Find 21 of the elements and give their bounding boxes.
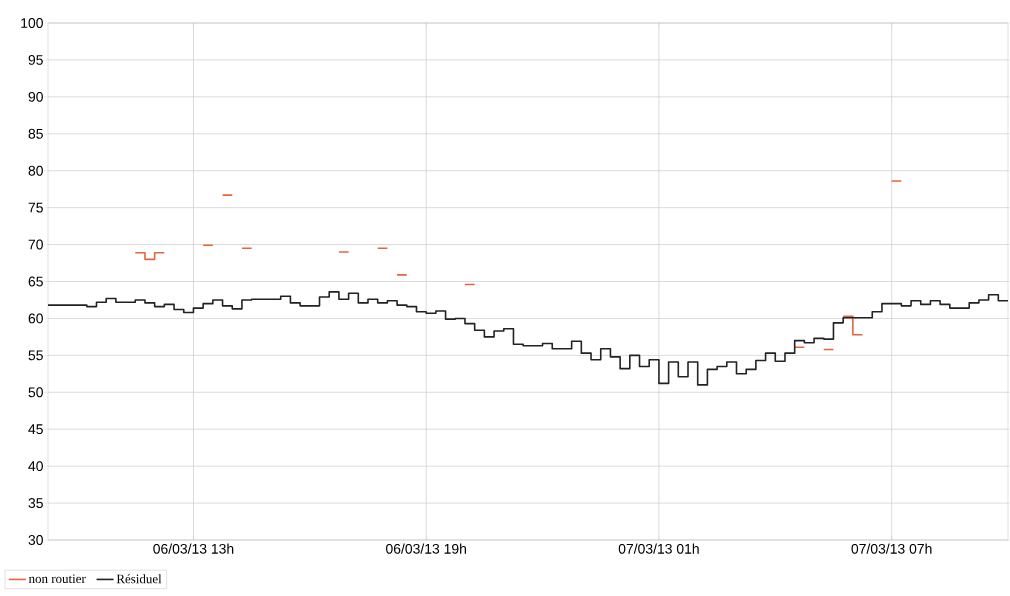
x-tick-label: 07/03/13 01h xyxy=(618,543,699,554)
y-tick-label: 40 xyxy=(28,461,43,472)
y-tick-label: 35 xyxy=(28,498,43,509)
y-tick-label: 65 xyxy=(28,276,43,287)
y-tick-label: 45 xyxy=(28,424,43,435)
x-tick-label: 06/03/13 19h xyxy=(386,543,466,554)
y-tick-label: 90 xyxy=(28,91,43,102)
y-tick-label: 70 xyxy=(28,239,43,250)
y-tick-label: 100 xyxy=(21,18,43,28)
y-tick-label: 60 xyxy=(28,313,43,324)
legend-label: Résiduel xyxy=(116,574,162,584)
legend-label: non routier xyxy=(28,574,86,584)
y-tick-label: 80 xyxy=(28,165,43,176)
y-tick-label: 50 xyxy=(28,387,43,398)
y-tick-label: 30 xyxy=(28,535,43,545)
x-tick-label: 06/03/13 13h xyxy=(153,543,234,554)
y-tick-label: 85 xyxy=(28,128,43,139)
x-tick-label: 07/03/13 07h xyxy=(851,543,932,554)
y-tick-label: 55 xyxy=(28,350,43,361)
y-tick-label: 75 xyxy=(28,202,43,213)
y-tick-label: 95 xyxy=(28,54,43,65)
